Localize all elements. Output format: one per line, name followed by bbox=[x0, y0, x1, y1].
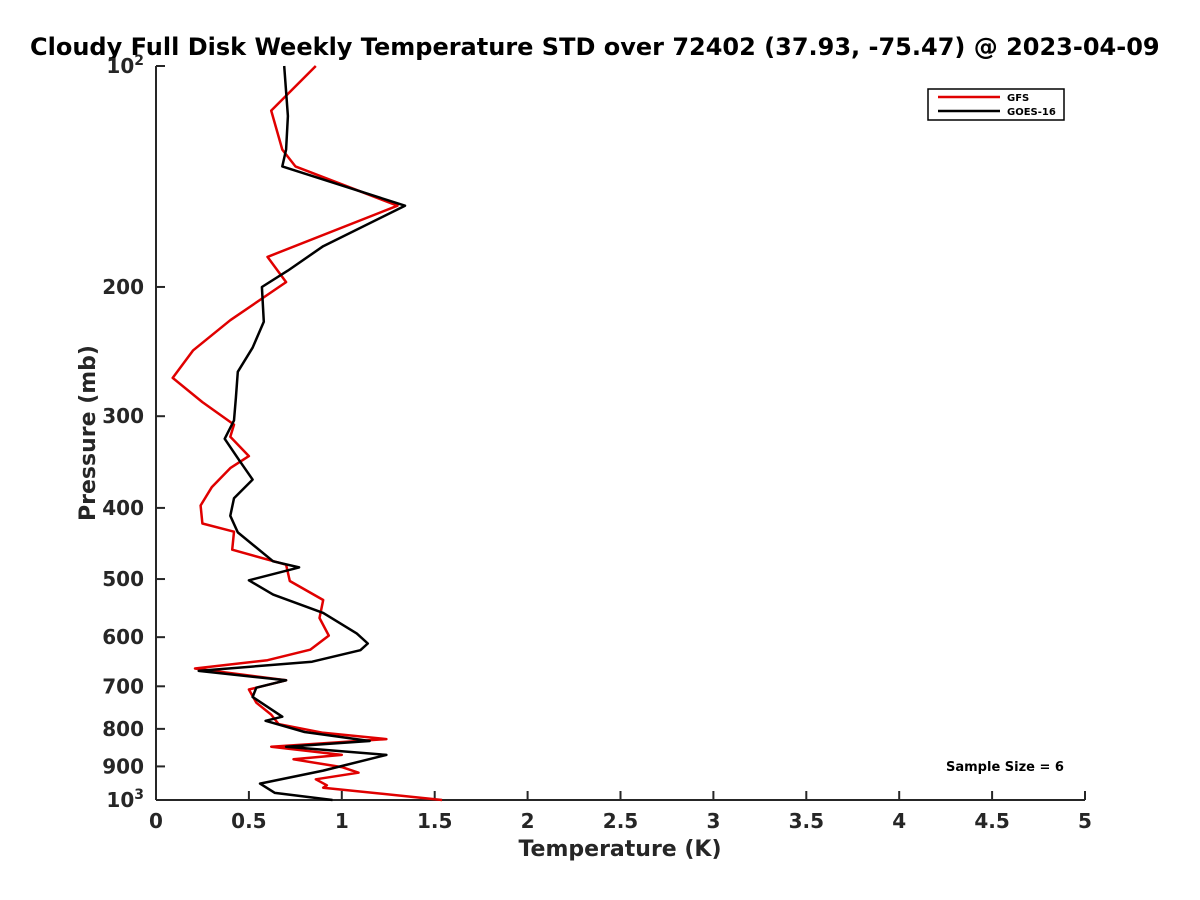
x-tick-label: 1 bbox=[335, 809, 349, 833]
sample-size-annotation: Sample Size = 6 bbox=[946, 760, 1064, 775]
y-tick-label: 800 bbox=[102, 717, 144, 741]
y-tick-label: 400 bbox=[102, 496, 144, 520]
y-tick-label: 600 bbox=[102, 625, 144, 649]
chart-title: Cloudy Full Disk Weekly Temperature STD … bbox=[30, 33, 1160, 61]
x-tick-label: 4 bbox=[892, 809, 906, 833]
legend-box bbox=[927, 88, 1065, 121]
legend-goes16-label: GOES-16 bbox=[1007, 107, 1056, 118]
plot-area: 0 0.5 1 1.5 2 2.5 3 3.5 4 4.5 5 102 200 300 400 500 600 7… bbox=[102, 53, 1092, 833]
x-tick-label: 3 bbox=[706, 809, 720, 833]
y-tick-label: 200 bbox=[102, 275, 144, 299]
x-tick-label: 4.5 bbox=[974, 809, 1009, 833]
y-axis-label: Pressure (mb) bbox=[76, 345, 101, 521]
y-tick-label: 300 bbox=[102, 404, 144, 428]
x-tick-label: 3.5 bbox=[789, 809, 824, 833]
y-tick-label: 102 bbox=[106, 53, 144, 78]
y-tick-label: 700 bbox=[102, 674, 144, 698]
legend-gfs-label: GFS bbox=[1007, 93, 1029, 104]
x-tick-label: 2.5 bbox=[603, 809, 638, 833]
series-line-goes-16 bbox=[197, 65, 407, 802]
y-tick-label: 103 bbox=[106, 787, 144, 812]
x-axis-label: Temperature (K) bbox=[518, 837, 721, 862]
series-line-gfs bbox=[171, 65, 443, 802]
legend: GFS GOES-16 bbox=[927, 88, 1065, 121]
x-tick-label: 1.5 bbox=[417, 809, 452, 833]
x-tick-label: 2 bbox=[521, 809, 535, 833]
y-tick-label: 500 bbox=[102, 567, 144, 591]
y-tick-label: 900 bbox=[102, 754, 144, 778]
x-tick-label: 0.5 bbox=[231, 809, 266, 833]
x-tick-label: 0 bbox=[149, 809, 163, 833]
x-tick-label: 5 bbox=[1078, 809, 1092, 833]
